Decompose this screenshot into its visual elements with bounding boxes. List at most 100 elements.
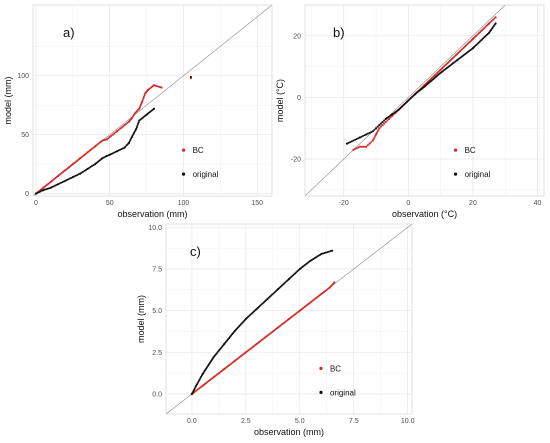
legend-marker (319, 366, 323, 370)
y-tick-label: 100 (17, 73, 29, 80)
data-point (375, 131, 378, 134)
x-tick-label: 7.5 (349, 418, 359, 425)
y-axis-title: model (mm) (3, 76, 13, 124)
data-point (366, 144, 369, 147)
x-tick-label: 0.0 (187, 418, 197, 425)
series-original (34, 75, 192, 195)
data-point (110, 134, 113, 137)
y-tick-label: 0 (25, 191, 29, 198)
y-tick-label: 0 (297, 95, 301, 102)
data-point (121, 125, 124, 128)
series-bc (190, 281, 336, 396)
data-point (407, 99, 410, 102)
data-point (379, 122, 382, 125)
data-point (132, 114, 135, 117)
data-point (117, 128, 120, 131)
data-point (489, 21, 492, 24)
series-original (190, 249, 334, 396)
data-point (365, 133, 368, 136)
data-point (196, 381, 199, 384)
data-point (108, 135, 111, 139)
data-point (199, 377, 202, 380)
panel-label: a) (63, 25, 75, 40)
data-point (362, 145, 365, 148)
data-point (142, 97, 145, 100)
panel-border (304, 4, 545, 197)
x-tick-label: 5.0 (295, 418, 305, 425)
data-point (374, 127, 378, 130)
legend-marker (453, 148, 458, 152)
data-point (79, 172, 82, 175)
data-point (384, 120, 387, 124)
data-point (323, 252, 326, 255)
data-point (102, 156, 105, 159)
x-tick-label: 10.0 (401, 418, 415, 425)
data-point (366, 132, 369, 135)
data-point (82, 170, 85, 173)
data-point (383, 122, 386, 125)
data-point (196, 383, 199, 386)
data-point (347, 141, 350, 144)
x-tick-label: 150 (251, 200, 263, 207)
data-point (126, 121, 129, 124)
data-point (324, 251, 327, 254)
x-axis-title: observation (°C) (392, 209, 457, 219)
data-point (409, 97, 412, 100)
data-point (124, 123, 127, 126)
x-tick-label: 40 (534, 200, 542, 207)
y-tick-label: 2.5 (152, 350, 162, 357)
data-point (370, 131, 373, 134)
y-axis-title: model (mm) (136, 295, 146, 343)
panel-3: 0.0 2.5 5.0 7.5 10.0 0.0 2.5 5.0 7.5 10.0 c) observ… (136, 223, 415, 437)
data-point (371, 139, 374, 142)
data-point (374, 133, 378, 136)
data-point (349, 141, 352, 144)
series-bc (34, 76, 192, 195)
data-point (198, 378, 201, 381)
data-point (86, 167, 89, 170)
x-axis-title: observation (mm) (117, 209, 187, 219)
legend-label: original (465, 170, 491, 179)
data-point (354, 148, 357, 151)
y-tick-label: 7.5 (152, 267, 162, 274)
identity-line (305, 5, 506, 196)
data-point (490, 20, 493, 23)
data-point (376, 130, 379, 133)
data-point (141, 99, 144, 102)
y-tick-label: -20 (291, 157, 301, 164)
data-point (88, 166, 91, 169)
data-point (135, 127, 138, 130)
y-tick-label: 0.0 (152, 392, 162, 399)
data-point (411, 95, 414, 98)
data-point (363, 145, 366, 148)
data-point (136, 124, 139, 127)
data-point (408, 98, 411, 101)
panel-1: 0 50 100 150 0 50 100 a) observation (mm) model (… (3, 4, 273, 219)
x-tick-label: 100 (178, 200, 190, 207)
data-point (363, 134, 366, 137)
data-point (387, 117, 391, 121)
data-point (142, 95, 145, 98)
data-point (141, 100, 144, 103)
x-tick-label: 2.5 (241, 418, 251, 425)
data-point (80, 171, 83, 174)
data-point (152, 107, 156, 110)
legend-label: BC (330, 364, 341, 373)
data-point (83, 169, 86, 172)
data-point (383, 119, 386, 122)
data-point (373, 136, 376, 139)
panel-border (165, 223, 413, 415)
data-point (378, 124, 381, 127)
x-tick-label: 50 (106, 200, 114, 207)
legend-label: BC (465, 146, 476, 155)
data-point (123, 124, 126, 127)
data-point (350, 140, 353, 143)
data-point (354, 138, 357, 141)
data-point (376, 125, 379, 128)
data-point (357, 146, 360, 149)
data-point (355, 138, 358, 141)
y-tick-label: 20 (293, 33, 301, 40)
data-point (358, 145, 362, 148)
data-point (130, 117, 133, 120)
